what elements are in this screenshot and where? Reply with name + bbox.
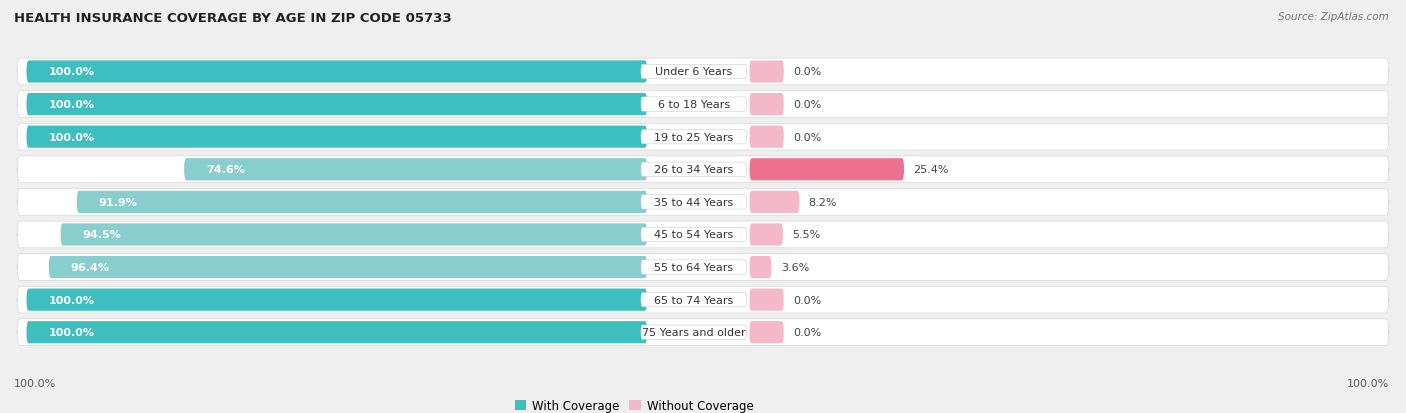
Legend: With Coverage, Without Coverage: With Coverage, Without Coverage: [510, 394, 758, 413]
Text: 35 to 44 Years: 35 to 44 Years: [654, 197, 734, 207]
Text: 74.6%: 74.6%: [205, 165, 245, 175]
Text: HEALTH INSURANCE COVERAGE BY AGE IN ZIP CODE 05733: HEALTH INSURANCE COVERAGE BY AGE IN ZIP …: [14, 12, 451, 25]
FancyBboxPatch shape: [17, 254, 1389, 281]
FancyBboxPatch shape: [641, 228, 747, 242]
FancyBboxPatch shape: [749, 191, 800, 214]
FancyBboxPatch shape: [184, 159, 647, 181]
Text: 55 to 64 Years: 55 to 64 Years: [654, 262, 734, 273]
Text: 91.9%: 91.9%: [98, 197, 138, 207]
FancyBboxPatch shape: [749, 321, 783, 344]
FancyBboxPatch shape: [17, 319, 1389, 346]
FancyBboxPatch shape: [77, 191, 647, 214]
Text: Source: ZipAtlas.com: Source: ZipAtlas.com: [1278, 12, 1389, 22]
FancyBboxPatch shape: [641, 65, 747, 79]
FancyBboxPatch shape: [641, 163, 747, 177]
Text: 75 Years and older: 75 Years and older: [643, 328, 745, 337]
Text: 0.0%: 0.0%: [793, 100, 821, 110]
FancyBboxPatch shape: [49, 256, 647, 278]
FancyBboxPatch shape: [17, 59, 1389, 85]
Text: 26 to 34 Years: 26 to 34 Years: [654, 165, 734, 175]
Text: 100.0%: 100.0%: [48, 132, 94, 142]
Text: 0.0%: 0.0%: [793, 132, 821, 142]
FancyBboxPatch shape: [641, 195, 747, 209]
FancyBboxPatch shape: [60, 224, 647, 246]
FancyBboxPatch shape: [641, 293, 747, 307]
FancyBboxPatch shape: [17, 124, 1389, 151]
Text: 100.0%: 100.0%: [48, 67, 94, 77]
FancyBboxPatch shape: [749, 126, 783, 148]
Text: 0.0%: 0.0%: [793, 295, 821, 305]
Text: 19 to 25 Years: 19 to 25 Years: [654, 132, 734, 142]
Text: 94.5%: 94.5%: [83, 230, 121, 240]
FancyBboxPatch shape: [749, 224, 783, 246]
Text: 8.2%: 8.2%: [808, 197, 837, 207]
Text: 0.0%: 0.0%: [793, 67, 821, 77]
Text: 100.0%: 100.0%: [48, 328, 94, 337]
Text: Under 6 Years: Under 6 Years: [655, 67, 733, 77]
FancyBboxPatch shape: [749, 289, 783, 311]
Text: 100.0%: 100.0%: [1347, 378, 1389, 388]
Text: 100.0%: 100.0%: [48, 100, 94, 110]
Text: 6 to 18 Years: 6 to 18 Years: [658, 100, 730, 110]
Text: 100.0%: 100.0%: [48, 295, 94, 305]
Text: 100.0%: 100.0%: [14, 378, 56, 388]
FancyBboxPatch shape: [17, 287, 1389, 313]
FancyBboxPatch shape: [27, 126, 647, 148]
FancyBboxPatch shape: [17, 221, 1389, 248]
FancyBboxPatch shape: [749, 61, 783, 83]
FancyBboxPatch shape: [749, 256, 772, 278]
Text: 65 to 74 Years: 65 to 74 Years: [654, 295, 734, 305]
FancyBboxPatch shape: [641, 130, 747, 145]
Text: 45 to 54 Years: 45 to 54 Years: [654, 230, 734, 240]
FancyBboxPatch shape: [641, 98, 747, 112]
Text: 25.4%: 25.4%: [914, 165, 949, 175]
FancyBboxPatch shape: [27, 321, 647, 344]
FancyBboxPatch shape: [749, 94, 783, 116]
FancyBboxPatch shape: [27, 61, 647, 83]
FancyBboxPatch shape: [17, 189, 1389, 216]
Text: 0.0%: 0.0%: [793, 328, 821, 337]
FancyBboxPatch shape: [27, 94, 647, 116]
FancyBboxPatch shape: [17, 157, 1389, 183]
Text: 5.5%: 5.5%: [793, 230, 821, 240]
FancyBboxPatch shape: [27, 289, 647, 311]
FancyBboxPatch shape: [749, 159, 904, 181]
Text: 3.6%: 3.6%: [780, 262, 808, 273]
Text: 96.4%: 96.4%: [70, 262, 110, 273]
FancyBboxPatch shape: [17, 92, 1389, 118]
FancyBboxPatch shape: [641, 260, 747, 275]
FancyBboxPatch shape: [641, 325, 747, 339]
